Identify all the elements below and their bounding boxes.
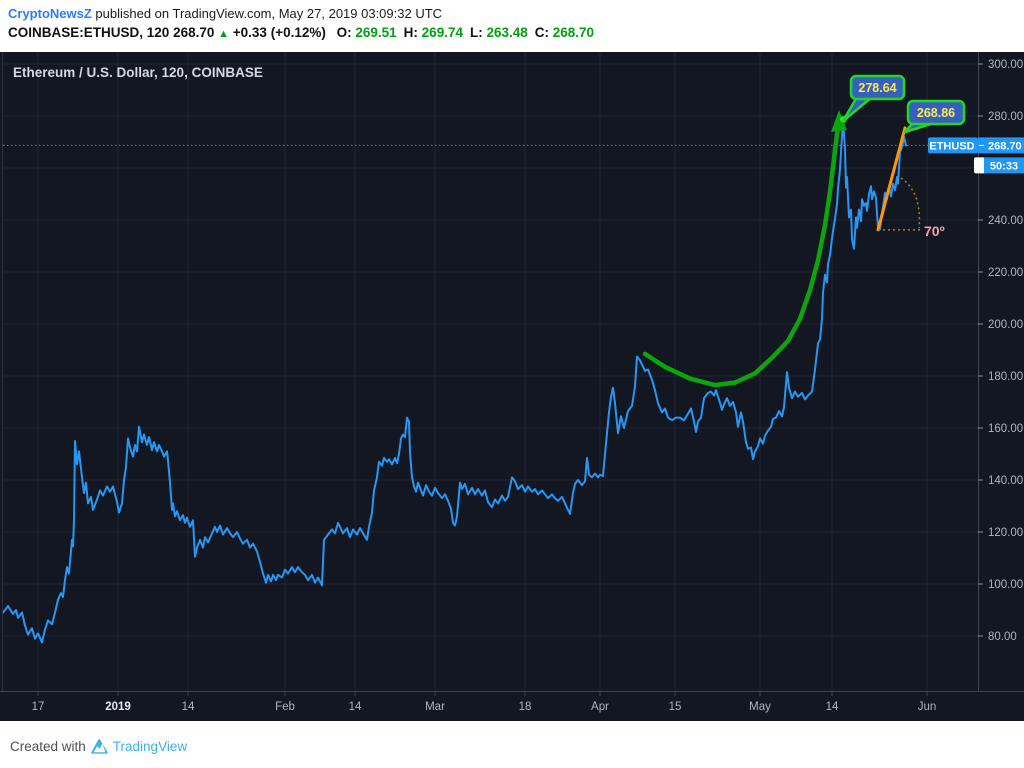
ohlc-label: C: <box>534 25 550 40</box>
time-tick-label: 18 <box>519 701 532 713</box>
ohlc-label: L: <box>469 25 483 40</box>
ohlc-values: O: 269.51 H: 269.74 L: 263.48 C: 268.70 <box>330 25 594 40</box>
price-tick-label: 80.00 <box>988 631 1017 643</box>
price-tick-label: 220.00 <box>988 267 1023 279</box>
byline: CryptoNewsZ published on TradingView.com… <box>8 6 442 21</box>
author-link[interactable]: CryptoNewsZ <box>8 6 92 21</box>
price-tick-label: 200.00 <box>988 319 1023 331</box>
green-curve-annotation <box>642 120 842 388</box>
last-price: 268.70 <box>173 25 215 40</box>
callout-trend-text: 268.86 <box>917 106 955 120</box>
ohlc-value: 269.51 <box>351 25 397 40</box>
ohlc-value: 269.74 <box>417 25 463 40</box>
angle-label: 70º <box>924 223 945 239</box>
callout-high-text: 278.64 <box>858 81 896 95</box>
price-tick-label: 120.00 <box>988 527 1023 539</box>
price-line-series <box>2 118 907 644</box>
callout-trend-box <box>906 99 966 126</box>
time-tick-label: 2019 <box>105 701 131 713</box>
countdown-box <box>984 157 1024 174</box>
ohlc-value: 268.70 <box>549 25 595 40</box>
price-tick-label: 160.00 <box>988 423 1023 435</box>
time-tick-label: May <box>749 701 771 713</box>
time-tick-label: 14 <box>826 701 839 713</box>
countdown-text: 50:33 <box>990 160 1018 172</box>
chart-title: Ethereum / U.S. Dollar, 120, COINBASE <box>13 65 263 80</box>
partial-axis-label <box>974 157 987 174</box>
time-tick-label: 14 <box>349 701 362 713</box>
time-tick-label: Mar <box>425 701 445 713</box>
time-tick-label: 15 <box>669 701 682 713</box>
last-price-box <box>978 137 1024 154</box>
time-tick-label: Apr <box>591 701 609 713</box>
ohlc-label: H: <box>403 25 418 40</box>
trend-line-annotation <box>876 126 907 232</box>
ohlc-label: O: <box>336 25 352 40</box>
angle-arc-dotted <box>900 177 921 228</box>
byline-text: published on TradingView.com, May 27, 20… <box>91 6 443 21</box>
time-tick-label: 14 <box>182 701 195 713</box>
quote-line: COINBASE:ETHUSD, 120 268.70 ▲ +0.33 (+0.… <box>8 25 594 40</box>
price-tick-label: 280.00 <box>988 111 1023 123</box>
symbol-flag-text: ETHUSD <box>929 140 974 152</box>
time-tick-label: Jun <box>918 701 937 713</box>
symbol-flag <box>928 137 978 154</box>
tradingview-logo-icon <box>90 739 108 754</box>
time-tick-label: 17 <box>32 701 45 713</box>
price-tick-label: 100.00 <box>988 579 1023 591</box>
up-arrow-icon: ▲ <box>218 28 230 40</box>
callout-high-tail <box>841 95 873 123</box>
price-tick-label: 240.00 <box>988 215 1023 227</box>
callout-high-box <box>849 74 906 101</box>
symbol-name: COINBASE:ETHUSD, 120 <box>8 25 170 40</box>
tradingview-brand-link[interactable]: TradingView <box>112 739 188 754</box>
green-arrowhead-icon <box>831 110 847 132</box>
price-tick-label: 180.00 <box>988 371 1023 383</box>
price-tick-label: 300.00 <box>988 59 1023 71</box>
price-change: +0.33 (+0.12%) <box>232 25 326 40</box>
created-with-text: Created with <box>10 739 86 754</box>
chart-area: 70º 300.00 280.00 240.00 220.00 200.00 180.00 1… <box>0 52 1024 721</box>
price-tick-label: 140.00 <box>988 475 1023 487</box>
ohlc-value: 263.48 <box>482 25 528 40</box>
attribution: Created with TradingView <box>10 738 187 755</box>
price-chart[interactable]: 70º 300.00 280.00 240.00 220.00 200.00 180.00 1… <box>0 52 1024 721</box>
last-price-text: 268.70 <box>988 140 1022 152</box>
time-tick-label: Feb <box>275 701 295 713</box>
